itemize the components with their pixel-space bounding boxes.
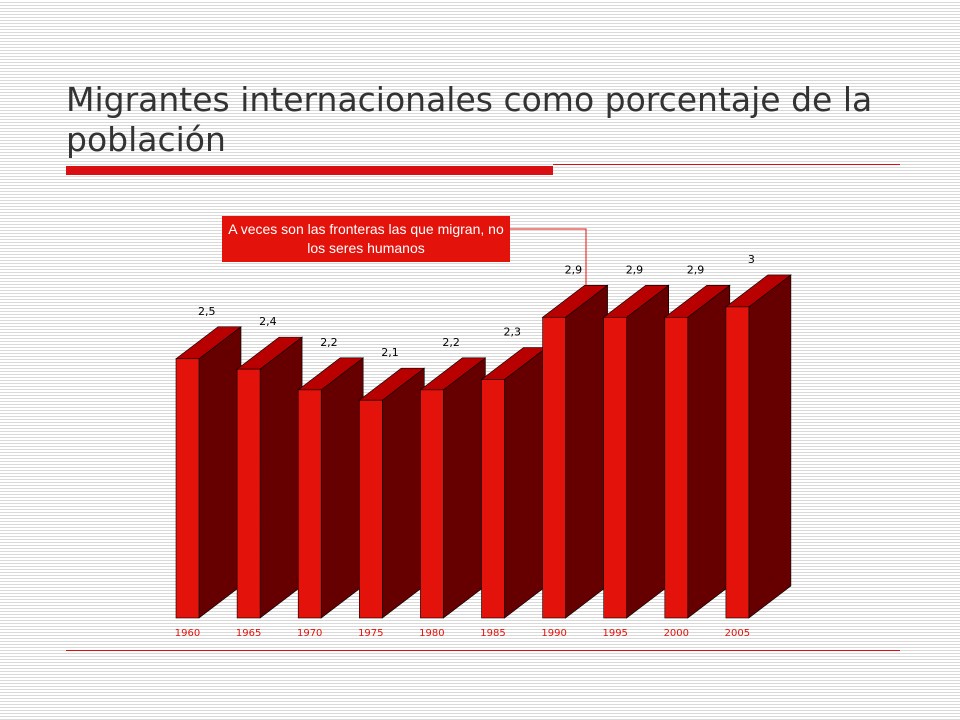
bar-1985 — [481, 379, 505, 619]
bar-2005 — [725, 306, 750, 619]
bar-side-2005 — [748, 274, 792, 619]
x-tick-label-1995: 1995 — [602, 628, 627, 639]
bar-1960 — [175, 358, 200, 619]
footer-rule — [66, 650, 900, 651]
bar-1980 — [420, 389, 444, 619]
bar-2000 — [664, 316, 689, 619]
x-tick-label-1970: 1970 — [297, 628, 322, 639]
bar-side-1980 — [443, 357, 486, 619]
x-tick-label-1985: 1985 — [480, 628, 505, 639]
data-label-1980: 2,2 — [442, 336, 460, 349]
callout-connector-line — [510, 228, 587, 288]
bar-side-1990 — [565, 284, 608, 619]
data-label-1970: 2,2 — [320, 336, 338, 349]
title-underline-rule — [553, 164, 900, 165]
callout-box: A veces son las fronteras las que migran… — [222, 216, 510, 262]
bar-1990 — [542, 316, 566, 619]
slide-title: Migrantes internacionales como porcentaj… — [66, 80, 873, 159]
bar-side-2000 — [687, 284, 731, 619]
data-label-2005: 3 — [748, 253, 755, 266]
bar-side-1960 — [198, 326, 242, 619]
bar-1970 — [297, 389, 322, 619]
x-tick-label-1960: 1960 — [175, 628, 200, 639]
bar-side-1965 — [259, 336, 303, 619]
data-label-1975: 2,1 — [381, 346, 399, 359]
data-label-1990: 2,9 — [565, 263, 583, 276]
x-tick-label-2000: 2000 — [664, 628, 689, 639]
bar-1975 — [358, 399, 383, 619]
x-tick-label-1990: 1990 — [541, 628, 566, 639]
x-tick-label-1980: 1980 — [419, 628, 444, 639]
bar-side-1985 — [504, 346, 547, 619]
x-tick-label-1975: 1975 — [358, 628, 383, 639]
data-label-1960: 2,5 — [198, 305, 216, 318]
x-tick-label-1965: 1965 — [236, 628, 261, 639]
data-label-1995: 2,9 — [626, 263, 644, 276]
bar-side-1970 — [320, 357, 364, 619]
x-tick-label-2005: 2005 — [725, 628, 750, 639]
data-label-1965: 2,4 — [259, 315, 277, 328]
bar-1995 — [603, 316, 628, 619]
bar-side-1995 — [626, 284, 670, 619]
data-label-1985: 2,3 — [504, 325, 522, 338]
data-label-2000: 2,9 — [687, 263, 705, 276]
bar-1965 — [236, 368, 261, 619]
title-underline-bar — [66, 166, 553, 175]
bar-side-1975 — [381, 367, 425, 619]
